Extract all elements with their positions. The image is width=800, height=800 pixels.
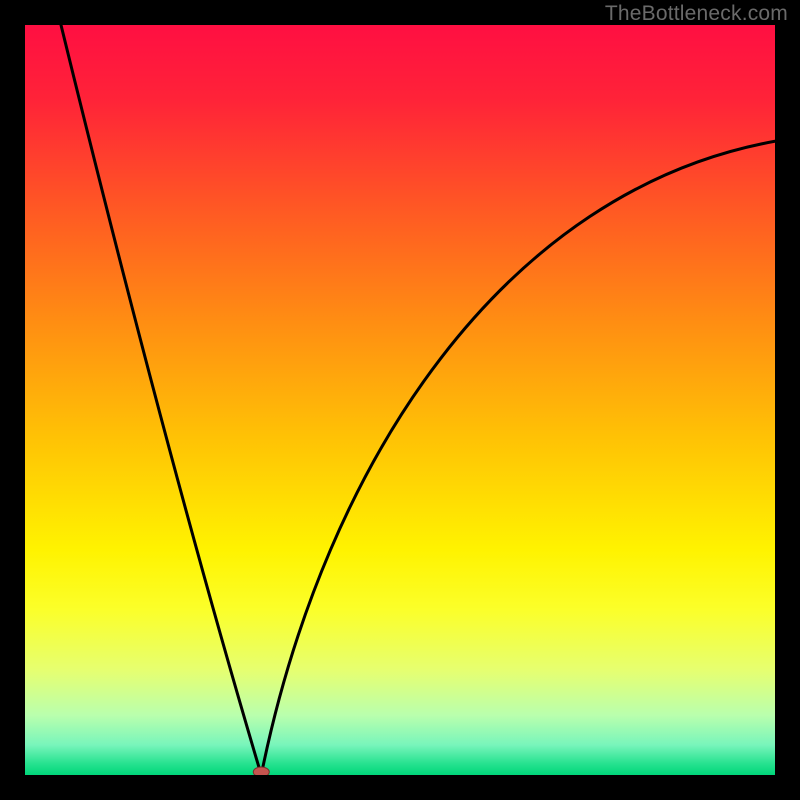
plot-gradient-background xyxy=(25,25,775,775)
stage: TheBottleneck.com xyxy=(0,0,800,800)
chart-svg xyxy=(0,0,800,800)
plot-area xyxy=(25,25,775,777)
watermark-text: TheBottleneck.com xyxy=(605,2,788,26)
